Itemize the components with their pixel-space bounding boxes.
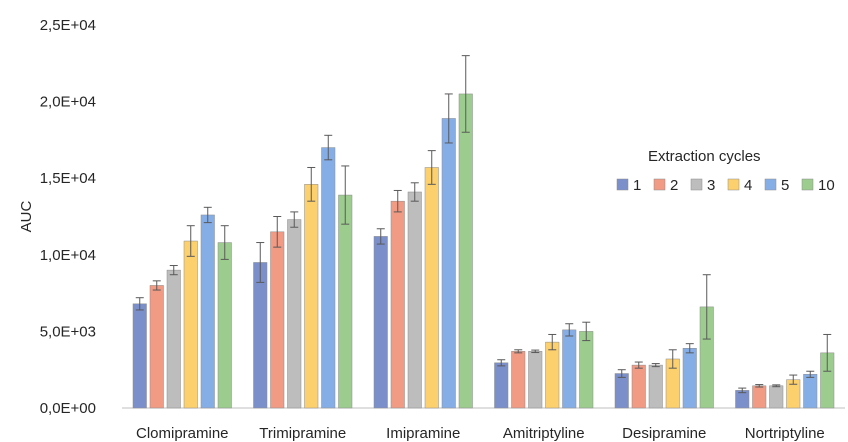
bar-imipramine-2 [390,200,405,409]
legend-swatch-5 [764,178,777,191]
bar-imipramine-10 [458,93,473,409]
error-bar [186,225,195,257]
error-bar [772,384,781,388]
bar-clomipramine-2 [149,285,164,409]
bar-desipramine-2 [631,364,646,409]
error-bar [273,216,282,248]
error-bar [548,333,557,351]
legend-swatch-1 [616,178,629,191]
bar-clomipramine-10 [217,242,232,409]
category-label: Imipramine [386,425,460,442]
error-bar [307,166,316,202]
error-bar [444,93,453,144]
bar-amitriptyline-5 [562,329,577,409]
bar-desipramine-5 [682,348,697,409]
legend-swatch-4 [727,178,740,191]
error-bar [427,150,436,185]
legend-swatch-10 [801,178,814,191]
error-bar [169,265,178,276]
error-bar [497,359,506,367]
bar-imipramine-3 [407,191,422,409]
bar-desipramine-1 [614,373,629,409]
y-tick-label: 0,0E+00 [40,400,96,417]
bar-nortriptyline-3 [769,385,784,409]
error-bar [220,225,229,260]
bar-trimipramine-10 [338,194,353,409]
error-bar [789,374,798,385]
legend-label: 1 [633,177,641,194]
bar-trimipramine-3 [287,219,302,409]
category-labels: Clomipramine Trimipramine Imipramine Amitri… [136,425,825,442]
error-bar [755,384,764,388]
legend-label: 2 [670,177,678,194]
legend-label: 5 [781,177,789,194]
error-bar [341,165,350,225]
category-label: Amitriptyline [503,425,585,442]
error-bar [806,370,815,378]
error-bar [461,55,470,133]
error-bar [256,242,265,283]
legend-swatch-3 [690,178,703,191]
legend-label: 3 [707,177,715,194]
bar-clomipramine-4 [183,240,198,409]
bar-clomipramine-5 [200,214,215,409]
category-label: Clomipramine [136,425,229,442]
bar-amitriptyline-4 [545,341,560,409]
y-tick-label: 2,5E+04 [40,17,96,34]
bar-amitriptyline-3 [528,351,543,409]
bar-trimipramine-2 [270,231,285,409]
error-bar [738,387,747,394]
error-bar [376,228,385,245]
y-tick-label: 2,0E+04 [40,94,96,111]
error-bar [651,363,660,368]
y-tick-label: 1,5E+04 [40,170,96,187]
bar-desipramine-3 [648,364,663,409]
bar-clomipramine-3 [166,269,181,409]
error-bar [324,134,333,161]
legend-swatch-2 [653,178,666,191]
bar-clomipramine-1 [132,303,147,409]
bar-trimipramine-1 [253,262,268,409]
category-label: Trimipramine [259,425,346,442]
error-bar [565,323,574,337]
legend-title: Extraction cycles [648,148,761,165]
y-tick-label: 5,0E+03 [40,323,96,340]
legend: Extraction cycles 1 2 3 4 5 10 [616,148,835,194]
y-tick-label: 1,0E+04 [40,247,96,264]
y-axis-title: AUC [18,200,35,232]
error-bar [152,280,161,291]
bar-imipramine-4 [424,167,439,409]
category-label: Desipramine [622,425,706,442]
bar-imipramine-1 [373,236,388,409]
error-bar [514,349,523,354]
error-bar [668,349,677,369]
bar-nortriptyline-5 [803,374,818,409]
error-bar [135,297,144,311]
bar-trimipramine-4 [304,184,319,409]
error-bar [685,343,694,354]
bar-imipramine-5 [441,118,456,409]
legend-items: 1 2 3 4 5 10 [616,177,835,194]
error-bar [634,361,643,369]
category-label: Nortriptyline [745,425,825,442]
legend-label: 4 [744,177,752,194]
error-bar [582,321,591,342]
bar-amitriptyline-10 [579,331,594,409]
error-bar [531,349,540,354]
bars-group [132,55,835,409]
y-axis-ticks: 0,0E+00 5,0E+03 1,0E+04 1,5E+04 2,0E+04 2,5E+… [40,17,96,417]
error-bar [823,333,832,372]
error-bar [702,274,711,340]
error-bar [617,369,626,378]
bar-amitriptyline-1 [494,362,509,409]
bar-trimipramine-5 [321,147,336,409]
bar-nortriptyline-2 [752,385,767,409]
error-bar [393,189,402,213]
bar-amitriptyline-2 [511,351,526,409]
error-bar [203,206,212,224]
error-bar [410,182,419,202]
error-bar [290,211,299,228]
legend-label: 10 [818,177,835,194]
